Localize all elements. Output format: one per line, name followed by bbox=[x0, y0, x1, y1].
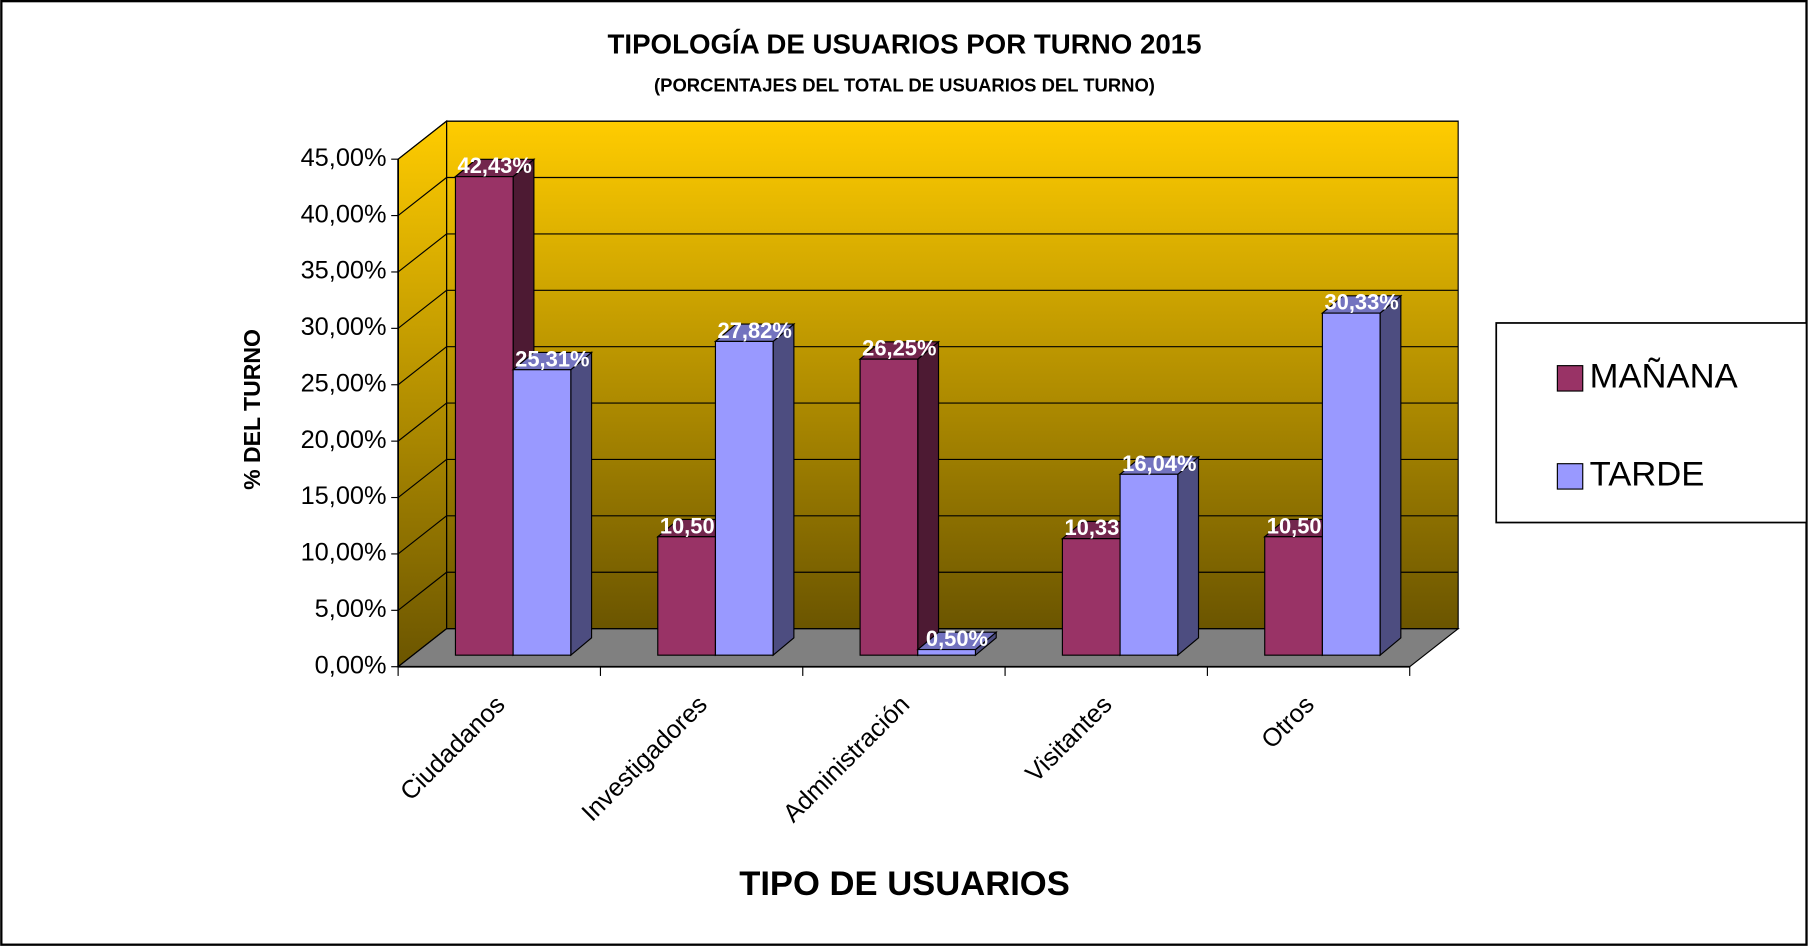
bar-side bbox=[1379, 294, 1402, 657]
grid-line bbox=[397, 459, 447, 498]
grid-line bbox=[397, 571, 447, 611]
grid-line bbox=[397, 233, 447, 273]
y-tick-label: 30,00% bbox=[301, 313, 387, 341]
legend-label: TARDE bbox=[1590, 456, 1705, 494]
y-tick-label: 45,00% bbox=[301, 144, 387, 172]
y-tick-label: 35,00% bbox=[301, 257, 387, 285]
bar-side bbox=[917, 340, 940, 657]
y-tick-label: 25,00% bbox=[301, 369, 387, 397]
bar bbox=[512, 369, 572, 656]
bar bbox=[1119, 473, 1179, 656]
bar bbox=[454, 176, 514, 656]
data-label: 26,25% bbox=[862, 336, 936, 361]
bar-side bbox=[1177, 455, 1200, 657]
legend-box bbox=[1495, 322, 1808, 524]
chart-subtitle: (PORCENTAJES DEL TOTAL DE USUARIOS DEL T… bbox=[654, 74, 1155, 95]
data-label: 0,50% bbox=[926, 626, 988, 651]
bar bbox=[1061, 538, 1121, 656]
bar bbox=[657, 536, 717, 656]
bar-side bbox=[772, 322, 795, 657]
bar bbox=[714, 340, 774, 656]
y-tick-label: 0,00% bbox=[315, 651, 387, 679]
grid-line bbox=[397, 402, 447, 442]
y-tick-label: 5,00% bbox=[315, 595, 387, 623]
data-label: 25,31% bbox=[515, 346, 589, 371]
grid-line bbox=[397, 346, 447, 386]
bar bbox=[917, 648, 977, 656]
grid-line bbox=[397, 515, 447, 555]
legend-label: MAÑANA bbox=[1590, 356, 1738, 395]
side-wall bbox=[397, 119, 448, 668]
grid-line bbox=[397, 177, 447, 217]
data-label: 27,82% bbox=[718, 318, 792, 343]
bar bbox=[1264, 536, 1323, 656]
bar-side bbox=[570, 351, 593, 657]
data-label: 30,33% bbox=[1324, 290, 1398, 315]
y-tick-label: 20,00% bbox=[301, 426, 387, 454]
bar bbox=[1321, 312, 1381, 656]
bar bbox=[859, 358, 919, 656]
grid-line bbox=[397, 628, 447, 668]
y-tick-label: 10,00% bbox=[301, 539, 387, 567]
legend-swatch bbox=[1556, 463, 1584, 490]
chart-title: TIPOLOGÍA DE USUARIOS POR TURNO 2015 bbox=[607, 28, 1201, 59]
y-tick-label: 15,00% bbox=[301, 482, 387, 510]
grid-line bbox=[397, 120, 447, 160]
data-label: 42,43% bbox=[458, 153, 532, 178]
data-label: 16,04% bbox=[1122, 451, 1196, 476]
x-axis-title: TIPO DE USUARIOS bbox=[739, 865, 1070, 903]
y-tick-label: 40,00% bbox=[301, 200, 387, 228]
legend-swatch bbox=[1556, 365, 1584, 392]
y-axis-title: % DEL TURNO bbox=[239, 329, 265, 490]
grid-line bbox=[397, 289, 447, 329]
